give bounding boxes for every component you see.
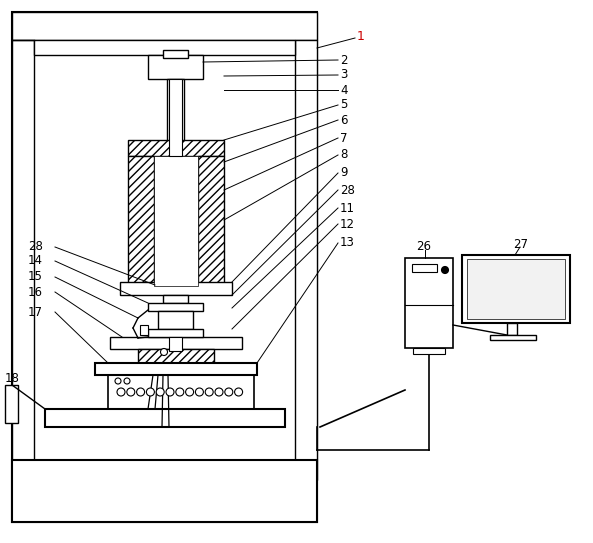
Circle shape	[115, 378, 121, 384]
Text: 11: 11	[340, 201, 355, 214]
Bar	[467, 259, 565, 319]
Text: 2: 2	[340, 54, 347, 66]
Bar	[110, 337, 242, 349]
Text: 5: 5	[340, 98, 347, 111]
Bar	[158, 311, 193, 329]
Bar	[108, 375, 254, 409]
Circle shape	[161, 349, 167, 356]
Bar	[148, 303, 203, 311]
Circle shape	[156, 388, 164, 396]
Bar	[148, 55, 203, 79]
Text: 18: 18	[5, 371, 20, 384]
Bar	[5, 385, 18, 423]
Bar	[12, 12, 317, 40]
Bar	[95, 363, 257, 375]
Text: 13: 13	[340, 237, 355, 249]
Bar	[490, 335, 536, 340]
Text: 26: 26	[416, 239, 431, 252]
Bar	[163, 50, 188, 58]
Bar	[140, 325, 148, 335]
Text: 12: 12	[340, 218, 355, 230]
Text: 15: 15	[28, 270, 43, 283]
Text: 8: 8	[340, 148, 347, 161]
Circle shape	[124, 378, 130, 384]
Bar	[507, 323, 517, 335]
Bar	[128, 156, 154, 286]
Text: 17: 17	[28, 306, 43, 319]
Text: 9: 9	[340, 167, 347, 180]
Circle shape	[166, 388, 174, 396]
Bar	[169, 337, 182, 351]
Bar	[167, 79, 184, 144]
Text: 6: 6	[340, 113, 347, 127]
Bar	[462, 255, 570, 323]
Bar	[45, 409, 285, 427]
Bar	[148, 329, 203, 337]
Circle shape	[127, 388, 135, 396]
Circle shape	[117, 388, 125, 396]
Bar	[405, 258, 453, 348]
Bar	[413, 348, 445, 354]
Circle shape	[136, 388, 145, 396]
Text: 27: 27	[513, 237, 528, 250]
Text: 4: 4	[340, 84, 347, 97]
Bar	[295, 40, 317, 480]
Circle shape	[235, 388, 243, 396]
Circle shape	[225, 388, 233, 396]
Circle shape	[442, 267, 448, 274]
Bar	[12, 12, 317, 522]
Circle shape	[205, 388, 213, 396]
Circle shape	[196, 388, 203, 396]
Text: 16: 16	[28, 286, 43, 299]
Text: 28: 28	[340, 184, 355, 197]
Bar	[138, 349, 214, 363]
Circle shape	[186, 388, 193, 396]
Bar	[412, 264, 437, 272]
Bar	[12, 460, 317, 522]
Bar	[169, 79, 182, 156]
Text: 7: 7	[340, 131, 347, 144]
Circle shape	[215, 388, 223, 396]
Bar	[120, 282, 232, 295]
Bar	[198, 156, 224, 286]
Text: 1: 1	[357, 29, 365, 42]
Text: 28: 28	[28, 241, 43, 254]
Text: 14: 14	[28, 255, 43, 268]
Bar	[128, 140, 224, 156]
Bar	[34, 40, 295, 55]
Circle shape	[176, 388, 184, 396]
Circle shape	[146, 388, 154, 396]
Bar	[154, 156, 198, 286]
Bar	[163, 295, 188, 303]
Text: 3: 3	[340, 68, 347, 81]
Bar	[12, 40, 34, 480]
